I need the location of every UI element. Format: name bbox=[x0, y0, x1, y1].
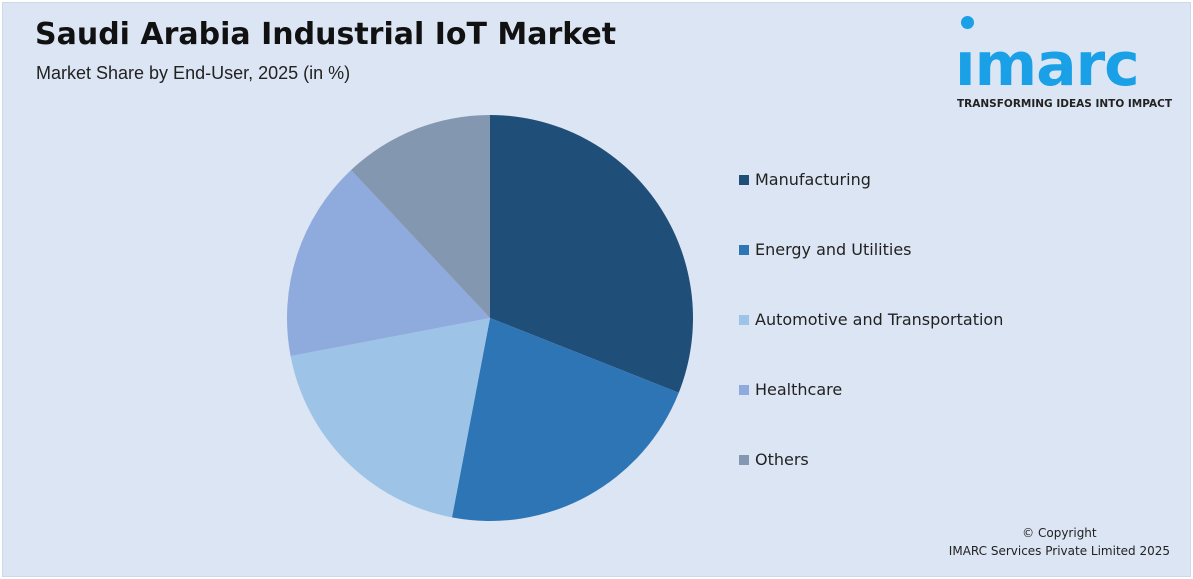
legend-swatch bbox=[739, 455, 749, 465]
logo-dot-icon bbox=[961, 16, 974, 29]
imarc-logo: ımarc TRANSFORMING IDEAS INTO IMPACT bbox=[955, 15, 1172, 115]
legend-swatch bbox=[739, 385, 749, 395]
legend-swatch bbox=[739, 315, 749, 325]
logo-wordmark: ımarc bbox=[955, 30, 1140, 100]
legend-swatch bbox=[739, 175, 749, 185]
legend-label: Energy and Utilities bbox=[755, 240, 912, 259]
copyright-company: IMARC Services Private Limited 2025 bbox=[948, 544, 1170, 558]
chart-title: Saudi Arabia Industrial IoT Market bbox=[35, 17, 617, 52]
chart-subtitle: Market Share by End-User, 2025 (in %) bbox=[36, 63, 351, 83]
pie-slice-others bbox=[351, 115, 490, 318]
pie-slice-automotive-and-transportation bbox=[290, 318, 490, 518]
legend-label: Automotive and Transportation bbox=[755, 310, 1004, 329]
copyright-notice: © Copyright IMARC Services Private Limit… bbox=[949, 524, 1170, 560]
pie-slice-healthcare bbox=[287, 170, 490, 357]
copyright-line: © Copyright bbox=[1022, 526, 1097, 540]
pie-chart bbox=[287, 115, 693, 521]
pie-slice-energy-and-utilities bbox=[451, 318, 679, 521]
logo-tagline: TRANSFORMING IDEAS INTO IMPACT bbox=[957, 98, 1172, 110]
legend-swatch bbox=[739, 245, 749, 255]
pie-slice-manufacturing bbox=[490, 115, 693, 393]
legend-label: Healthcare bbox=[755, 380, 843, 399]
legend-label: Manufacturing bbox=[755, 170, 871, 189]
legend-label: Others bbox=[755, 450, 809, 469]
